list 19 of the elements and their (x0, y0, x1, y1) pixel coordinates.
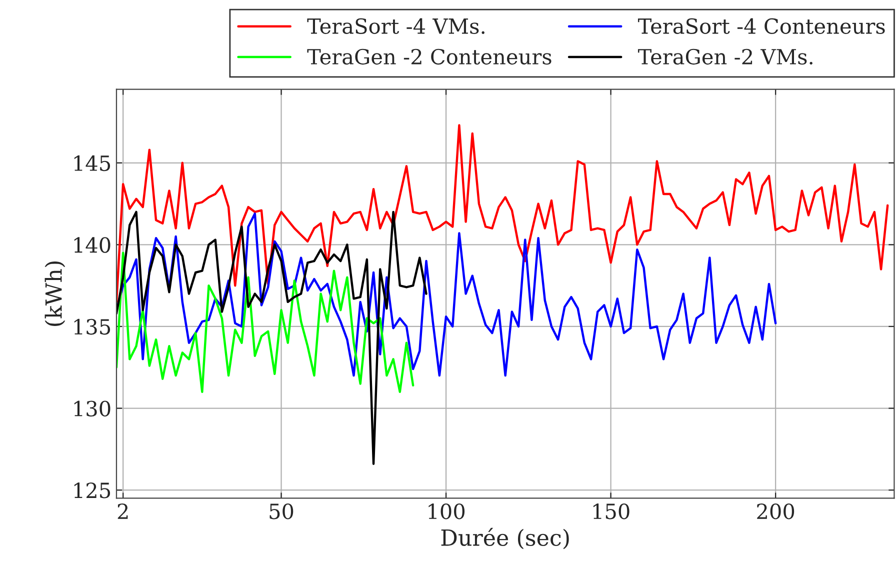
line-series (116, 124, 889, 304)
y-tick-label: 135 (74, 318, 110, 335)
x-tick-label: 50 (270, 503, 294, 520)
legend-label: TeraSort -4 Conteneurs (638, 18, 885, 34)
x-tick-label: 2 (118, 503, 128, 519)
y-tick-label: 125 (74, 482, 110, 498)
y-tick-label: 140 (74, 237, 110, 253)
y-axis-title: (kWh) (44, 262, 66, 326)
legend-label: TeraGen -2 VMs. (638, 48, 812, 65)
line-series (116, 252, 414, 394)
y-tick-label: 145 (74, 155, 110, 172)
x-tick-label: 100 (428, 503, 465, 520)
legend-label: TeraSort -4 VMs. (307, 18, 484, 34)
x-axis-title: Durée (sec) (441, 528, 569, 550)
legend-label: TeraGen -2 Conteneurs (307, 48, 552, 65)
line-series (116, 210, 428, 465)
y-tick-label: 130 (74, 400, 110, 416)
x-tick-label: 150 (593, 503, 630, 520)
x-tick-label: 200 (757, 503, 794, 520)
